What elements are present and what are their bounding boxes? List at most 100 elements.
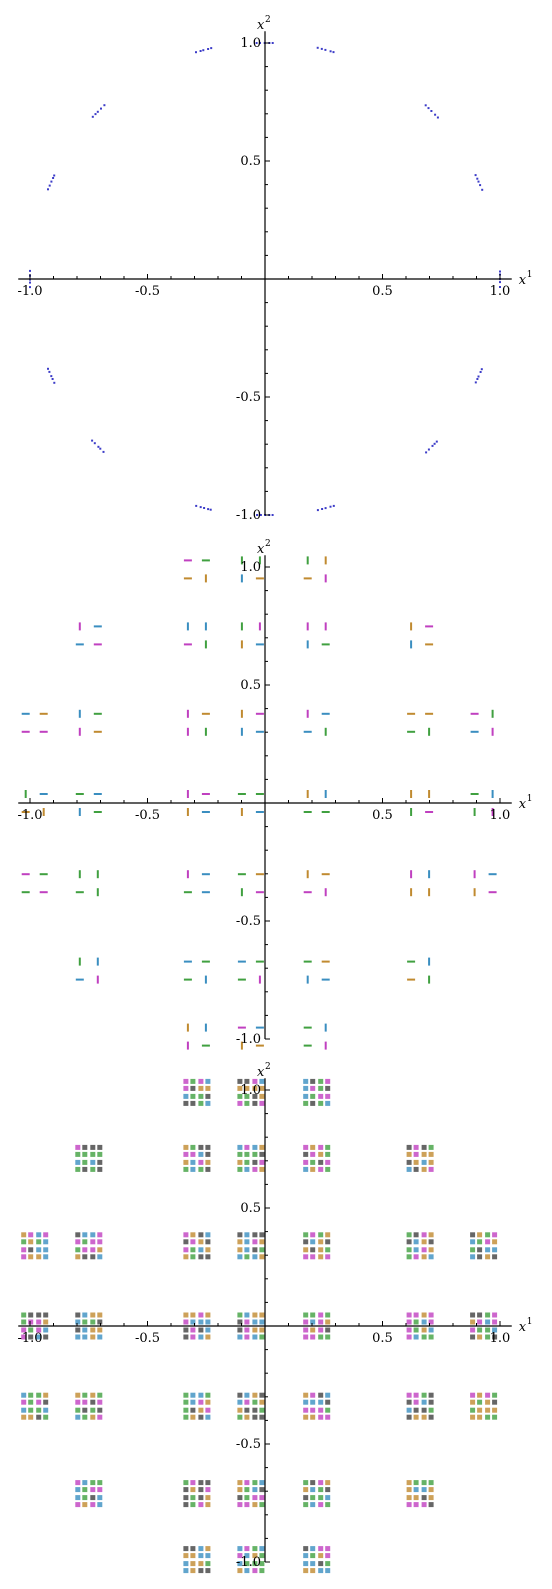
data-point (201, 873, 210, 876)
data-point (303, 891, 312, 894)
data-point (410, 808, 413, 816)
data-point (413, 1399, 419, 1405)
data-point (198, 1502, 204, 1508)
data-point (407, 730, 416, 733)
data-point (310, 1561, 316, 1567)
data-point (205, 1232, 211, 1238)
data-point (21, 891, 30, 894)
data-point (205, 1151, 211, 1157)
data-point (82, 1392, 88, 1398)
data-point (29, 281, 31, 284)
data-point (436, 116, 439, 119)
data-point (198, 1085, 204, 1091)
data-point (190, 1166, 196, 1172)
data-point (97, 1166, 103, 1172)
data-point (255, 1044, 264, 1047)
data-point (413, 1487, 419, 1493)
data-point (428, 1414, 434, 1420)
data-point (303, 1561, 309, 1567)
data-point (190, 1319, 196, 1325)
data-point (244, 1487, 250, 1493)
data-point (190, 1407, 196, 1413)
data-point (28, 1312, 34, 1318)
data-point (204, 1023, 207, 1032)
data-point (406, 1399, 412, 1405)
data-point (303, 1312, 309, 1318)
data-point (190, 1495, 196, 1501)
data-point (428, 870, 431, 879)
data-point (82, 1319, 88, 1325)
data-point (198, 1232, 204, 1238)
data-point (259, 1480, 265, 1486)
data-point (406, 1166, 412, 1172)
data-point (252, 1502, 258, 1508)
data-point (97, 1487, 103, 1493)
data-point (21, 1239, 27, 1245)
data-point (259, 1166, 265, 1172)
data-point (29, 269, 31, 272)
data-point (255, 730, 264, 733)
data-point (259, 1502, 265, 1508)
data-point (406, 1480, 412, 1486)
data-point (244, 1085, 250, 1091)
data-point (183, 1414, 189, 1420)
data-point (310, 1480, 316, 1486)
data-point (190, 1487, 196, 1493)
data-point (321, 712, 330, 715)
data-point (310, 1312, 316, 1318)
data-point (205, 1392, 211, 1398)
data-point (90, 1144, 96, 1150)
data-point (183, 1093, 189, 1099)
data-point (421, 1144, 427, 1150)
data-point (303, 577, 312, 580)
data-point (488, 873, 497, 876)
data-point (244, 1093, 250, 1099)
data-point (259, 1239, 265, 1245)
data-point (97, 1159, 103, 1165)
data-point (237, 793, 246, 795)
data-point (310, 1319, 316, 1325)
data-point (310, 1392, 316, 1398)
data-point (413, 1151, 419, 1157)
data-point (43, 1254, 49, 1260)
data-point (43, 1334, 49, 1340)
data-point (237, 1399, 243, 1405)
data-point (421, 1399, 427, 1405)
data-point (36, 1254, 42, 1260)
data-point (410, 888, 413, 897)
data-point (310, 1232, 316, 1238)
data-point (477, 1399, 483, 1405)
data-point (29, 286, 31, 289)
data-point (325, 1151, 331, 1157)
data-point (82, 1407, 88, 1413)
data-point (271, 42, 274, 44)
data-point (201, 891, 210, 894)
data-point (407, 978, 416, 981)
data-point (470, 712, 479, 715)
data-point (303, 1093, 309, 1099)
data-point (428, 1319, 434, 1325)
data-point (324, 727, 327, 736)
x-tick-label: 1.0 (490, 808, 511, 823)
data-point (477, 1312, 483, 1318)
data-point (413, 1254, 419, 1260)
data-point (21, 1254, 27, 1260)
data-point (97, 1312, 103, 1318)
data-point (183, 1254, 189, 1260)
data-point (21, 1312, 27, 1318)
data-point (82, 1480, 88, 1486)
data-point (237, 1480, 243, 1486)
data-point (303, 1487, 309, 1493)
data-point (421, 1151, 427, 1157)
data-point (204, 622, 207, 631)
data-point (237, 1319, 243, 1325)
data-point (325, 1078, 331, 1084)
data-point (43, 1247, 49, 1253)
data-point (325, 1487, 331, 1493)
data-point (39, 793, 48, 795)
data-point (252, 1392, 258, 1398)
data-point (325, 1414, 331, 1420)
data-point (427, 107, 430, 110)
data-point (244, 1144, 250, 1150)
data-point (183, 1334, 189, 1340)
